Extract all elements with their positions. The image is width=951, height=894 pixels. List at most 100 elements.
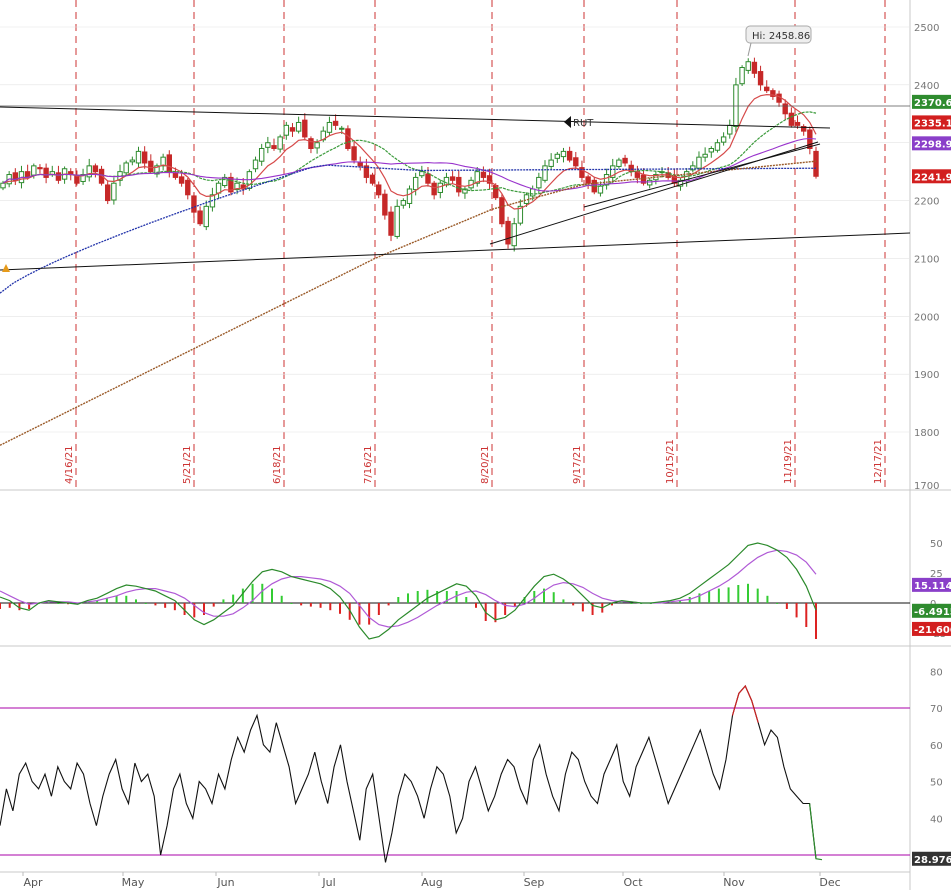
candle-body	[517, 205, 524, 224]
high-annotation-box	[745, 25, 812, 44]
date-tick-label: Jun	[216, 876, 234, 889]
candle-body	[807, 129, 813, 150]
macd-histogram-bar	[562, 599, 565, 603]
candle-body	[511, 223, 517, 247]
macd-histogram-bar	[164, 603, 167, 608]
macd-histogram-bar	[737, 585, 740, 603]
macd-histogram-bar	[543, 588, 545, 603]
ema-line	[2, 93, 817, 210]
candle-body	[86, 165, 92, 178]
macd-histogram-bar	[513, 603, 516, 607]
macd-histogram-bar	[620, 601, 623, 603]
rsi-tick-label: 70	[930, 704, 943, 715]
macd-histogram-bar	[698, 593, 701, 603]
candle-body	[764, 86, 770, 92]
date-tick-label: Apr	[23, 876, 43, 889]
price-label-tag: -6.4915	[912, 603, 951, 618]
candle-body	[258, 148, 265, 162]
candle-body	[622, 157, 628, 164]
event-date-label: 5/21/21	[182, 445, 193, 484]
candle-body	[800, 126, 807, 132]
candle-body	[560, 150, 567, 158]
macd-histogram-bar	[290, 603, 293, 604]
macd-histogram-bar	[426, 589, 429, 603]
rsi-tick-label: 80	[930, 667, 943, 678]
rsi-overbought-segment	[731, 684, 759, 723]
price-label-bg	[912, 136, 951, 151]
candle-body	[0, 182, 6, 189]
macd-line	[0, 542, 817, 640]
macd-histogram-bar	[232, 594, 235, 603]
price-label-tag: 2241.98	[912, 169, 951, 184]
event-date-label: 4/16/21	[64, 445, 75, 484]
macd-histogram-bar	[329, 603, 332, 611]
sma-150-line	[0, 164, 817, 294]
symbol-label: RUT	[573, 118, 594, 129]
candle-body	[314, 142, 320, 149]
candle-body	[98, 168, 105, 184]
candle-body	[252, 159, 259, 170]
macd-histogram-bar	[805, 603, 808, 627]
price-label-tag: 15.1145	[912, 577, 951, 592]
macd-histogram-bar	[0, 603, 1, 609]
macd-histogram-bar	[630, 603, 633, 604]
macd-histogram-bar	[18, 603, 21, 611]
macd-tick-label: 25	[930, 569, 943, 580]
candle-body	[610, 165, 616, 178]
price-label-bg	[912, 115, 951, 130]
macd-histogram-bar	[717, 588, 720, 603]
candle-body	[191, 195, 197, 213]
candle-body	[542, 165, 548, 181]
trendline-lower	[0, 232, 911, 271]
price-label-tag: 2298.94	[912, 136, 951, 151]
price-label-tag: -21.6063	[912, 621, 951, 636]
trendline-rising-2	[583, 143, 821, 208]
event-date-label: 8/20/21	[480, 445, 491, 484]
candle-body	[505, 220, 511, 245]
candle-body	[289, 127, 296, 132]
candle-body	[720, 136, 727, 143]
price-label-text: -21.6063	[914, 625, 951, 636]
date-tick-label: Dec	[819, 876, 840, 889]
candle-body	[794, 121, 801, 126]
price-label-bg	[912, 621, 951, 636]
price-label-tag: 2335.11	[912, 115, 951, 130]
candle-body	[105, 184, 111, 202]
sma-200-line	[0, 160, 817, 446]
price-label-tag: 28.9761	[912, 851, 951, 866]
candle-body	[400, 200, 407, 206]
macd-histogram-bar	[339, 603, 341, 614]
candle-body	[474, 171, 480, 184]
macd-histogram-bar	[523, 597, 526, 603]
macd-histogram-bar	[57, 603, 60, 604]
macd-histogram-bar	[115, 595, 118, 603]
sma-50-line	[2, 111, 817, 195]
candle-body	[616, 159, 622, 167]
macd-histogram-bar	[494, 603, 497, 623]
candle-body	[788, 112, 795, 126]
macd-histogram-bar	[795, 603, 798, 618]
date-tick-label: Aug	[421, 876, 442, 889]
price-tick-label: 2400	[914, 81, 939, 92]
macd-signal-line	[0, 549, 817, 628]
candle-body	[382, 193, 388, 216]
candle-body	[357, 161, 363, 167]
candle-body	[234, 182, 240, 191]
candle-body	[597, 185, 604, 194]
macd-histogram-bar	[766, 595, 769, 603]
event-date-label: 6/18/21	[272, 445, 283, 484]
macd-histogram-bar	[785, 603, 788, 609]
macd-histogram-bar	[173, 603, 176, 611]
candle-body	[376, 184, 382, 196]
candle-body	[123, 162, 129, 174]
macd-histogram-bar	[747, 583, 749, 603]
candle-body	[203, 205, 209, 228]
macd-histogram-bar	[8, 603, 11, 608]
event-date-label: 11/19/21	[783, 439, 794, 484]
price-label-text: 28.9761	[914, 855, 951, 866]
symbol-marker-icon	[564, 116, 571, 128]
candle-body	[31, 165, 37, 176]
candle-body	[111, 182, 117, 201]
candle-body	[363, 165, 370, 178]
candle-body	[295, 121, 302, 132]
